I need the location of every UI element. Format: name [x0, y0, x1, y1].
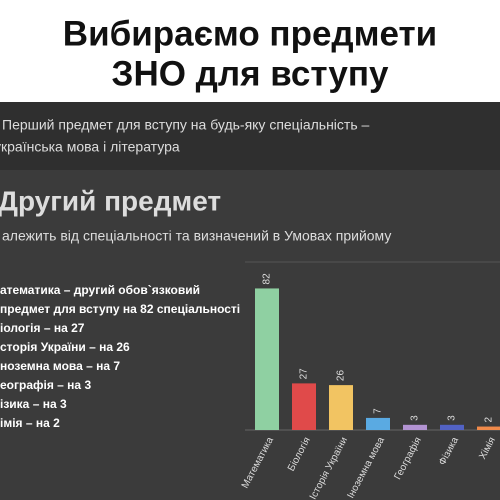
value-label: 82: [262, 273, 273, 285]
value-label: 7: [373, 408, 384, 414]
list-item: предмет для вступу на 82 спеціальності: [0, 302, 240, 316]
header-bg: [0, 0, 500, 102]
intro-text: Перший предмет для вступу на будь-яку сп…: [2, 117, 370, 133]
bar: [329, 385, 353, 430]
bar: [366, 417, 390, 430]
list-item: ізика – на 3: [0, 397, 67, 411]
bar: [292, 383, 316, 430]
value-label: 3: [410, 415, 421, 421]
bar: [440, 424, 464, 430]
bar: [255, 288, 279, 430]
bar: [403, 424, 427, 430]
intro-text: українська мова і література: [0, 139, 180, 155]
list-item: імія – на 2: [0, 416, 60, 430]
title: Вибираємо предмети: [63, 14, 437, 53]
list-item: ноземна мова – на 7: [0, 359, 120, 373]
value-label: 2: [484, 417, 495, 423]
list-item: еографія – на 3: [0, 378, 91, 392]
value-label: 3: [447, 415, 458, 421]
title: ЗНО для вступу: [112, 54, 389, 93]
list-item: сторія України – на 26: [0, 340, 130, 354]
intro-bg: [0, 102, 500, 170]
section-subtitle: алежить від спеціальності та визначений …: [2, 228, 391, 244]
section-bg: [0, 170, 500, 500]
bar: [477, 426, 500, 430]
value-label: 26: [336, 370, 347, 382]
section-title: Другий предмет: [0, 185, 221, 216]
list-item: іологія – на 27: [0, 321, 85, 335]
value-label: 27: [299, 368, 310, 380]
list-item: атематика – другий обов`язковий: [0, 283, 200, 297]
